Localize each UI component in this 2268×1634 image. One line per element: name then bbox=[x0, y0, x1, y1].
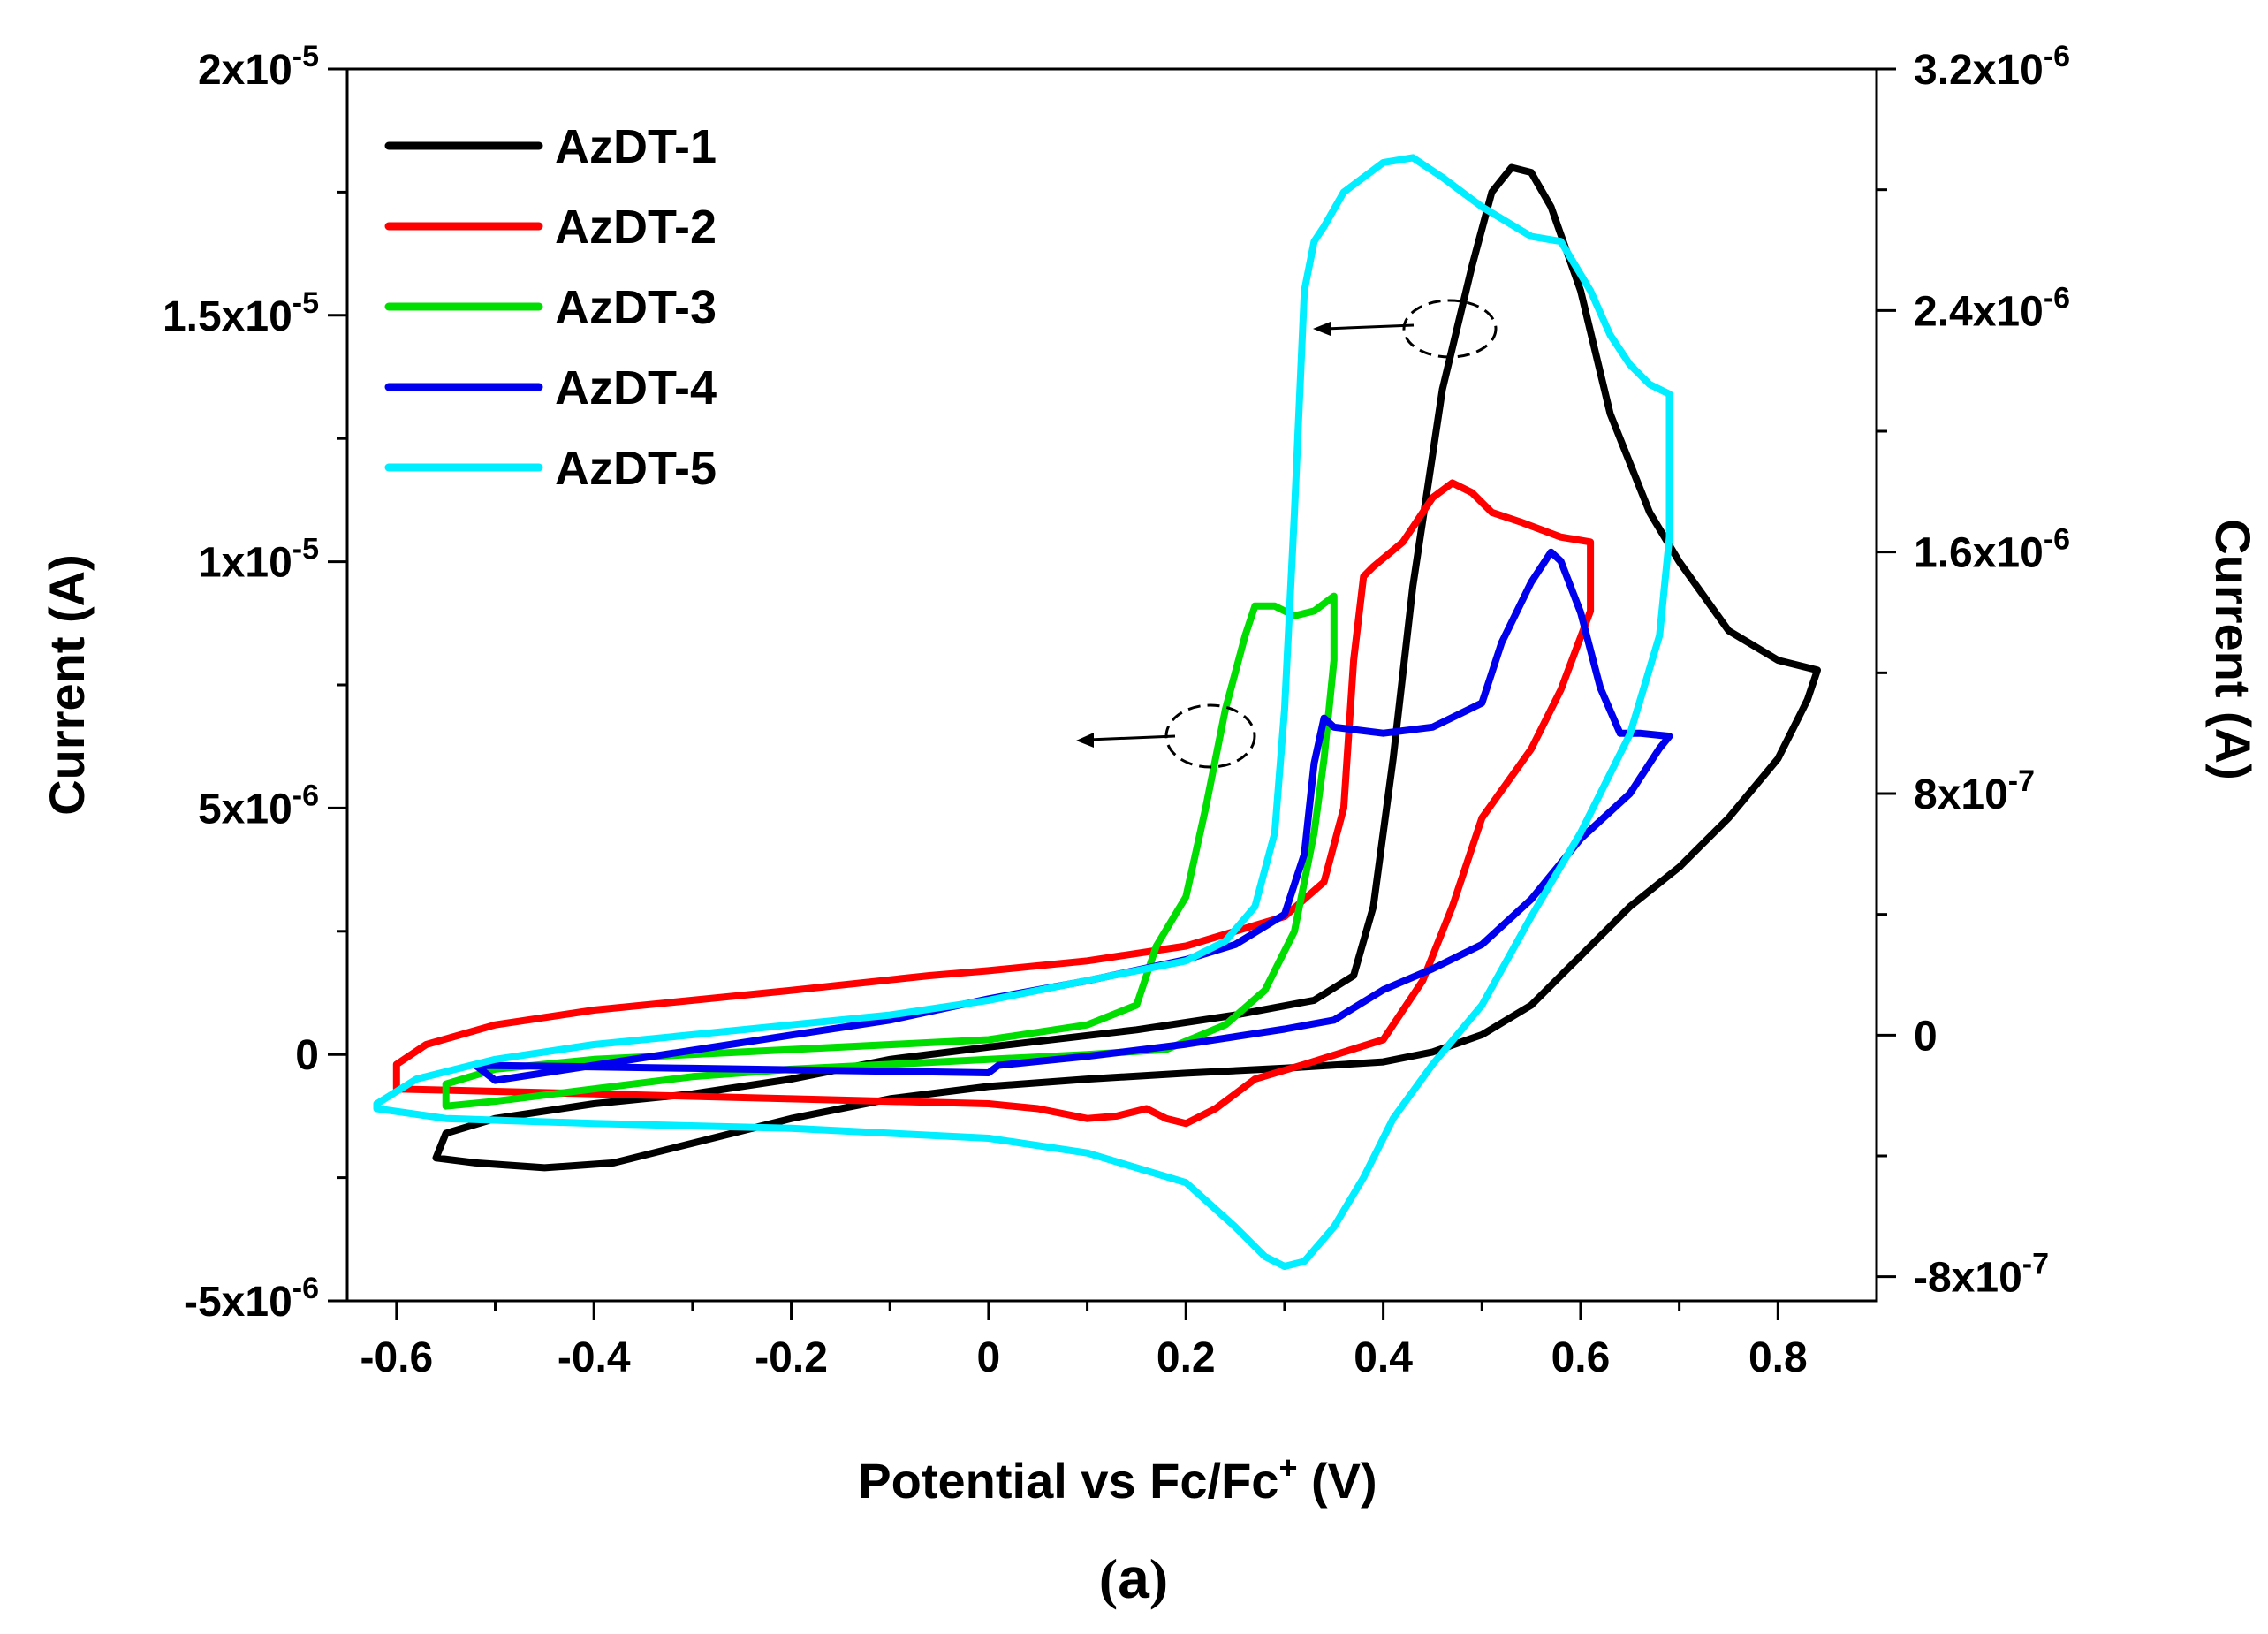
y-left-tick-label: 5x10-6 bbox=[198, 779, 319, 832]
y-left-tick-label: 1.5x10-5 bbox=[163, 286, 319, 340]
series-line-azdt-3 bbox=[442, 592, 1338, 1110]
legend: AzDT-1 AzDT-2 AzDT-3 AzDT-4 AzDT-5 bbox=[384, 120, 717, 495]
left-axis-annotation-upper bbox=[1313, 299, 1498, 359]
x-tick-label: 0.6 bbox=[1551, 1334, 1611, 1381]
y-right-tick-label: 8x10-7 bbox=[1914, 764, 2035, 818]
y-right-tick-label: 1.6x10-6 bbox=[1914, 523, 2070, 577]
y-left-axis-label: Current (A) bbox=[39, 554, 95, 816]
y-right-axis-ticks: 3.2x10-6 2.4x10-6 1.6x10-6 8x10-7 0 -8x10-7 bbox=[1877, 40, 2070, 1302]
y-right-tick-label: -8x10-7 bbox=[1914, 1248, 2049, 1302]
legend-label: AzDT-2 bbox=[555, 201, 717, 254]
series-line-azdt-5 bbox=[373, 154, 1673, 1270]
x-tick-label: -0.2 bbox=[755, 1334, 828, 1381]
y-left-tick-label: 0 bbox=[295, 1032, 319, 1079]
legend-label: AzDT-1 bbox=[555, 120, 717, 173]
x-tick-label: -0.4 bbox=[558, 1334, 631, 1381]
legend-label: AzDT-4 bbox=[555, 361, 717, 414]
left-axis-annotation-lower bbox=[1076, 703, 1256, 769]
x-axis-ticks: -0.6 -0.4 -0.2 0 0.2 0.4 0.6 0.8 bbox=[360, 1301, 1808, 1381]
x-axis-label: Potential vs Fc/Fc+ (V) bbox=[858, 1449, 1377, 1509]
y-left-tick-label: 2x10-5 bbox=[198, 40, 319, 94]
dashed-ellipse bbox=[1402, 299, 1498, 359]
legend-label: AzDT-5 bbox=[555, 442, 717, 495]
y-right-tick-label: 3.2x10-6 bbox=[1914, 40, 2070, 94]
x-tick-label: 0.4 bbox=[1354, 1334, 1413, 1381]
arrow-line bbox=[1324, 323, 1415, 331]
y-left-axis-ticks: 2x10-5 1.5x10-5 1x10-5 5x10-6 0 -5x10-6 bbox=[163, 40, 347, 1326]
arrow-head-icon bbox=[1313, 322, 1331, 336]
y-right-tick-label: 0 bbox=[1914, 1013, 1938, 1060]
x-tick-label: 0 bbox=[977, 1334, 1001, 1381]
x-tick-label: 0.8 bbox=[1748, 1334, 1808, 1381]
dashed-ellipse bbox=[1164, 703, 1256, 769]
x-tick-label: 0.2 bbox=[1157, 1334, 1216, 1381]
y-right-axis-label: Current (A) bbox=[2205, 519, 2261, 780]
x-tick-label: -0.6 bbox=[360, 1334, 433, 1381]
arrow-head-icon bbox=[1076, 733, 1094, 748]
y-right-tick-label: 2.4x10-6 bbox=[1914, 281, 2070, 335]
series-line-azdt-1 bbox=[432, 163, 1821, 1172]
y-left-tick-label: -5x10-6 bbox=[184, 1272, 319, 1326]
arrow-line bbox=[1088, 734, 1176, 741]
y-left-tick-label: 1x10-5 bbox=[198, 533, 319, 587]
curves-layer bbox=[373, 154, 1821, 1270]
legend-label: AzDT-3 bbox=[555, 281, 717, 334]
figure-caption: (a) bbox=[1099, 1547, 1168, 1610]
series-line-azdt-2 bbox=[392, 479, 1595, 1128]
